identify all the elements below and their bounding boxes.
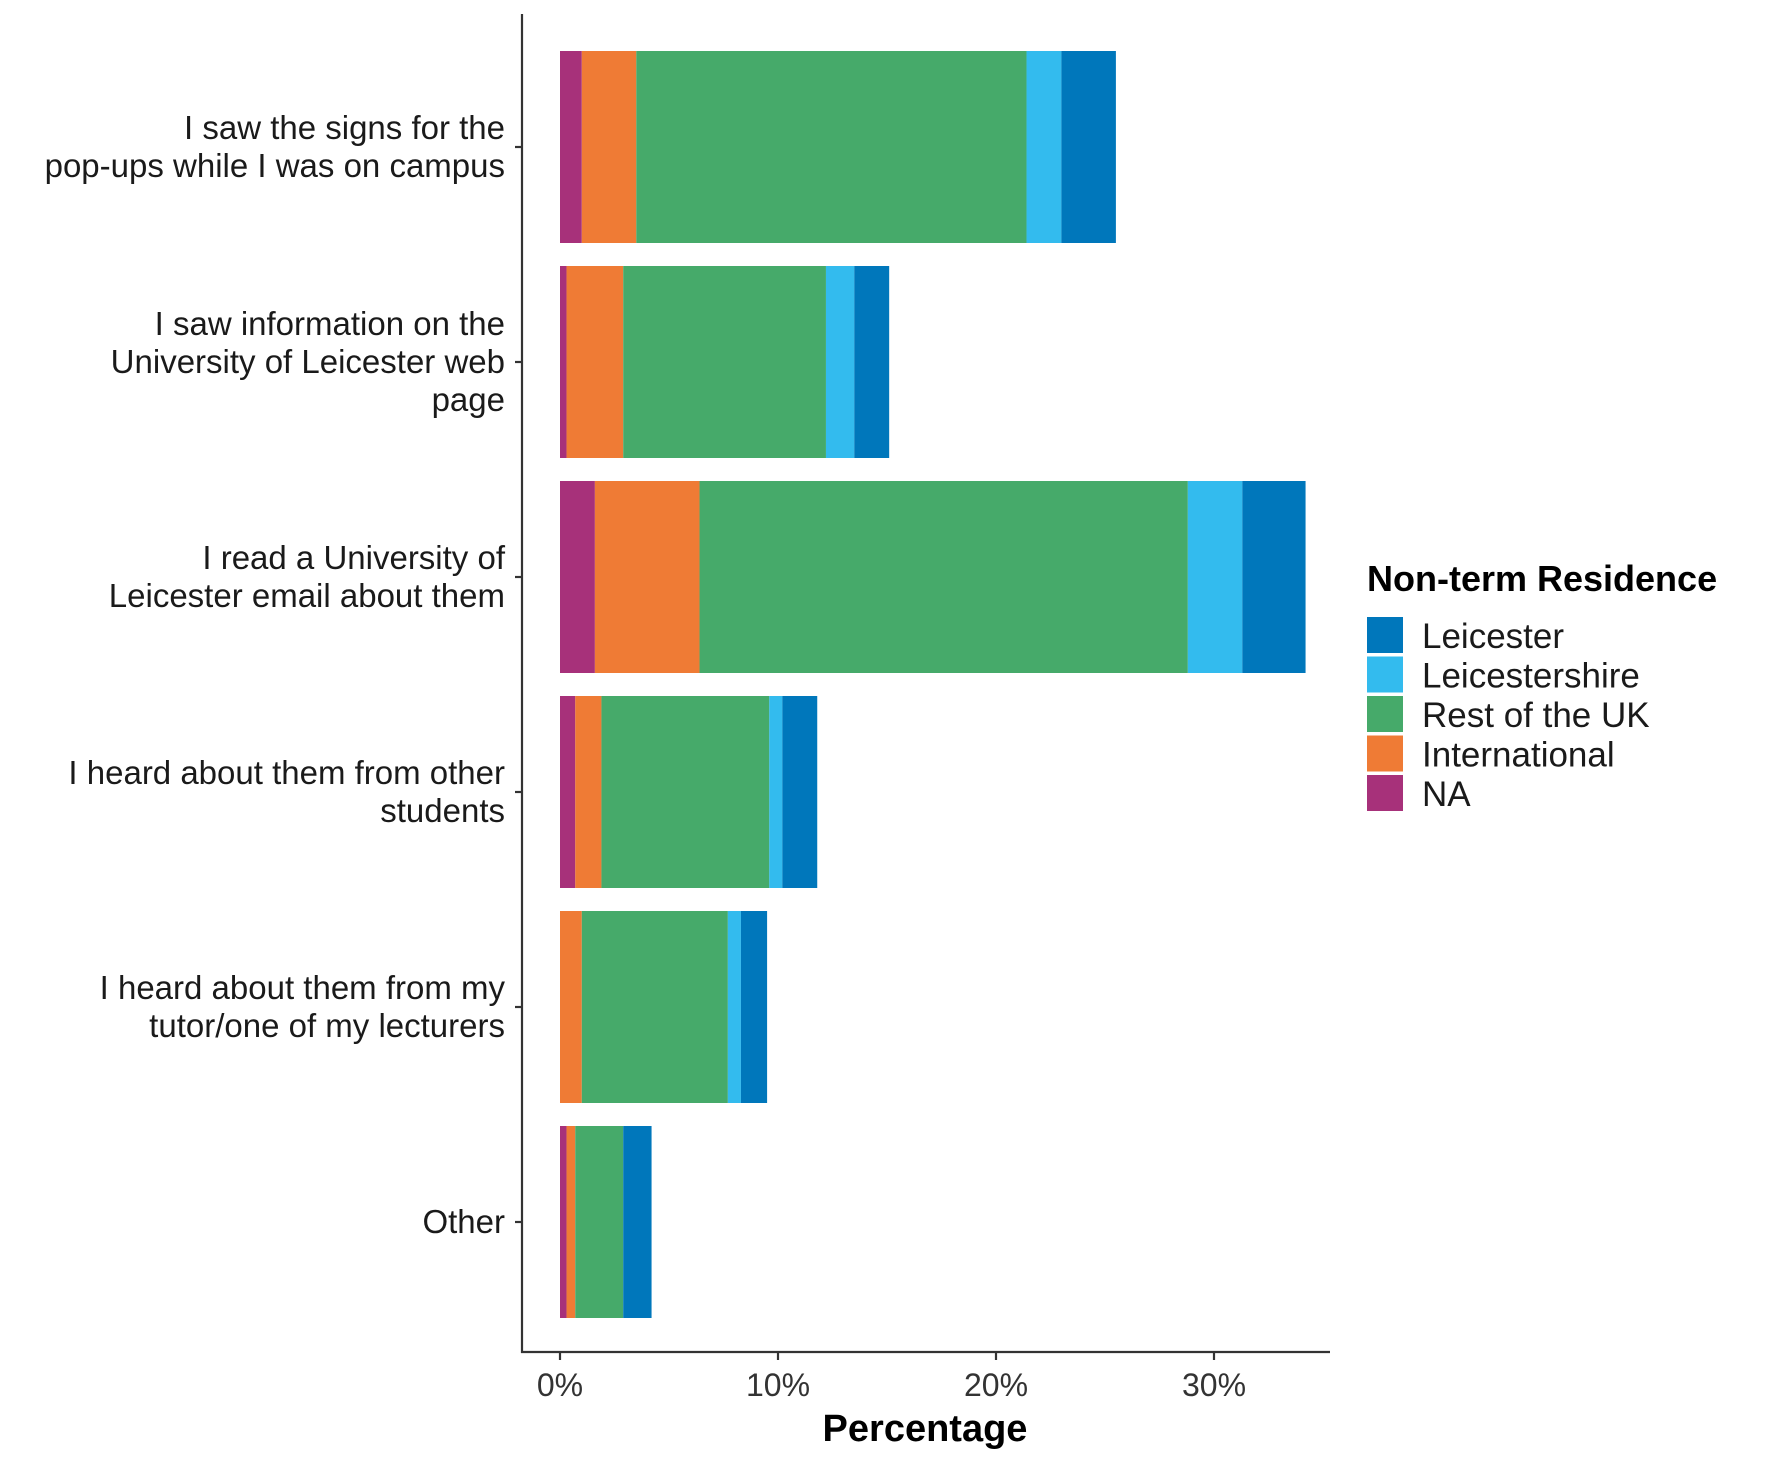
x-tick-label: 30% (1182, 1367, 1246, 1403)
legend-label: Leicester (1422, 617, 1564, 656)
bar-segment (782, 696, 818, 888)
bars-layer (560, 51, 1306, 1318)
bar-segment (623, 1126, 652, 1318)
legend-swatch (1367, 617, 1403, 653)
category-label: I heard about them from other (68, 754, 505, 791)
x-tick-label: 20% (964, 1367, 1028, 1403)
bar-segment (740, 911, 768, 1103)
bar-segment (1061, 51, 1116, 243)
legend-swatch (1367, 775, 1403, 811)
category-label: students (380, 792, 505, 829)
bar-segment (560, 266, 567, 458)
axes-layer (515, 14, 1330, 1354)
legend-label: Leicestershire (1422, 657, 1640, 696)
category-label: University of Leicester web (111, 343, 505, 380)
bar-segment (575, 1126, 624, 1318)
bar-segment (566, 1126, 576, 1318)
legend-swatch (1367, 696, 1403, 732)
legend-label: Rest of the UK (1422, 696, 1650, 735)
bar-segment (560, 911, 582, 1103)
bar-segment (727, 911, 741, 1103)
legend-label: International (1422, 736, 1615, 775)
x-axis-title: Percentage (823, 1408, 1028, 1450)
bar-segment (623, 266, 826, 458)
bar-segment (1026, 51, 1062, 243)
bar-segment (1242, 481, 1306, 673)
category-label: I saw the signs for the (184, 109, 505, 146)
bar-segment (699, 481, 1188, 673)
bar-segment (854, 266, 890, 458)
category-label: I read a University of (202, 539, 505, 576)
bar-segment (560, 1126, 567, 1318)
legend-swatch (1367, 656, 1403, 693)
category-label: I saw information on the (155, 305, 505, 342)
category-label: I heard about them from my (100, 969, 506, 1006)
x-tick-label: 0% (537, 1367, 583, 1403)
bar-segment (560, 481, 595, 673)
bar-segment (594, 481, 700, 673)
bar-segment (566, 266, 624, 458)
x-tick-label: 10% (746, 1367, 810, 1403)
category-label: Other (422, 1203, 505, 1240)
category-label: pop-ups while I was on campus (45, 147, 505, 184)
bar-segment (581, 911, 728, 1103)
x-ticks: 0% 10% 20% 30% (537, 1352, 1246, 1403)
bar-segment (601, 696, 770, 888)
bar-segment (825, 266, 855, 458)
bar-segment (769, 696, 783, 888)
category-label: Leicester email about them (109, 577, 505, 614)
bar-segment (575, 696, 602, 888)
bar-segment (636, 51, 1027, 243)
legend-swatch (1367, 735, 1403, 772)
bar-segment (560, 51, 582, 243)
category-label: page (432, 381, 505, 418)
category-label: tutor/one of my lecturers (149, 1007, 505, 1044)
legend: Non-term Residence LeicesterLeicestershi… (1367, 558, 1717, 814)
bar-segment (1187, 481, 1243, 673)
legend-label: NA (1422, 775, 1471, 814)
bar-segment (581, 51, 637, 243)
bar-segment (560, 696, 576, 888)
legend-title: Non-term Residence (1367, 558, 1717, 599)
